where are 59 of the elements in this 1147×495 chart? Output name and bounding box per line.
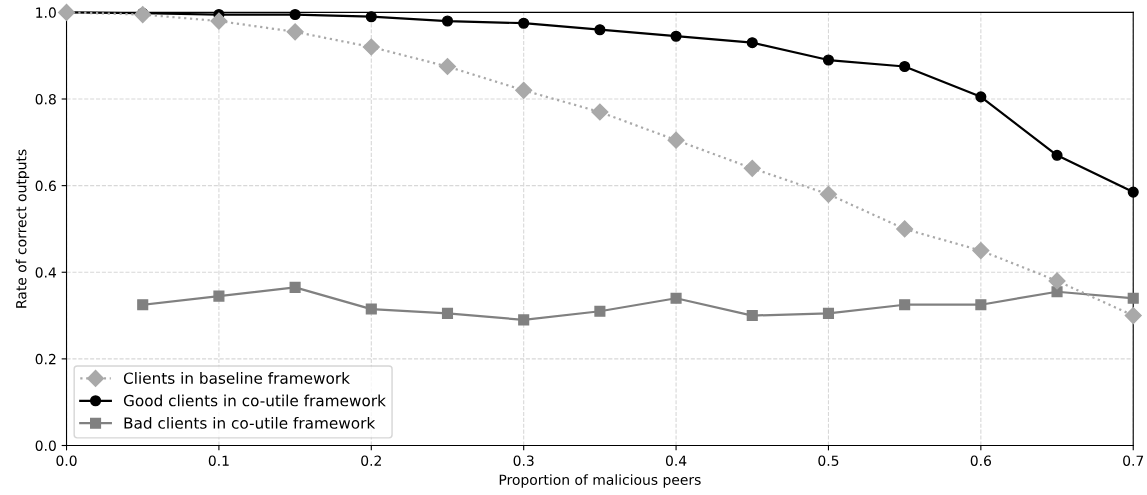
point (1051, 286, 1063, 298)
y-axis-title: Rate of correct outputs (15, 149, 30, 308)
point (743, 159, 761, 177)
point (518, 314, 530, 326)
point (819, 185, 838, 203)
y-tick-label: 0.8 (35, 93, 56, 105)
point (289, 8, 301, 21)
point (441, 307, 454, 319)
point (896, 220, 914, 238)
point (365, 11, 377, 23)
point (438, 57, 457, 76)
x-tick-label: 0.4 (665, 455, 687, 466)
y-tick-label: 0.4 (35, 267, 57, 278)
y-tick-label: 0.0 (35, 440, 56, 451)
point (134, 5, 152, 24)
point (975, 299, 987, 311)
point (365, 303, 377, 315)
point (746, 310, 758, 322)
x-tick-label: 0.0 (56, 455, 77, 466)
point (289, 281, 301, 293)
point (670, 30, 682, 42)
x-tick-label: 0.2 (361, 455, 381, 466)
point (362, 38, 380, 56)
point (899, 299, 911, 311)
legend-label: Bad clients in co-utile framework (124, 416, 376, 429)
point (441, 15, 454, 27)
point (137, 299, 149, 311)
point (746, 37, 758, 49)
legend-label: Clients in baseline framework (123, 372, 350, 384)
point (1124, 307, 1142, 325)
point (213, 290, 225, 302)
point (972, 242, 990, 260)
point (1127, 292, 1139, 304)
point (515, 81, 533, 99)
point (1051, 149, 1063, 161)
legend-label: Good clients in co-utile framework (123, 394, 386, 407)
y-tick-label: 0.2 (35, 353, 56, 365)
y-tick-label: 1.0 (36, 7, 56, 18)
point (975, 91, 987, 103)
point (1048, 272, 1066, 290)
point (594, 24, 606, 36)
x-tick-label: 0.3 (513, 455, 534, 466)
point (667, 131, 685, 149)
x-tick-label: 0.5 (818, 455, 839, 466)
x-tick-label: 0.6 (970, 455, 992, 466)
point (286, 23, 304, 41)
point (210, 12, 228, 30)
y-tick-label: 0.6 (35, 180, 56, 192)
point (670, 292, 682, 304)
point (822, 307, 835, 319)
point (899, 60, 911, 73)
point (822, 54, 835, 66)
x-axis-title: Proportion of malicious peers (499, 474, 701, 488)
point (1127, 186, 1139, 198)
point (591, 103, 609, 121)
point (594, 305, 606, 317)
x-tick-label: 0.7 (1123, 455, 1144, 466)
point (518, 17, 530, 29)
x-tick-label: 0.1 (208, 455, 229, 466)
